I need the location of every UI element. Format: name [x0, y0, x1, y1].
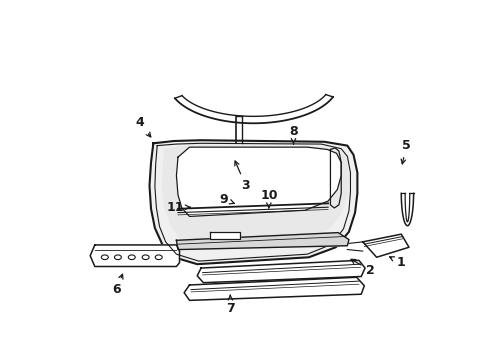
Text: 2: 2: [351, 259, 375, 277]
Text: 1: 1: [390, 256, 406, 269]
Text: 9: 9: [220, 193, 234, 206]
Text: 6: 6: [112, 274, 123, 296]
Polygon shape: [90, 245, 179, 266]
Polygon shape: [176, 233, 349, 249]
Text: 7: 7: [226, 296, 235, 315]
Polygon shape: [210, 232, 240, 239]
Text: 8: 8: [289, 125, 298, 144]
Text: 11: 11: [167, 201, 190, 214]
Text: 3: 3: [235, 161, 250, 192]
Polygon shape: [176, 147, 341, 216]
Text: 5: 5: [401, 139, 411, 164]
Text: 4: 4: [135, 116, 151, 137]
Polygon shape: [184, 277, 365, 300]
Text: 10: 10: [260, 189, 277, 208]
Polygon shape: [149, 140, 357, 264]
Polygon shape: [163, 145, 348, 244]
Polygon shape: [197, 260, 365, 283]
Polygon shape: [363, 234, 409, 257]
